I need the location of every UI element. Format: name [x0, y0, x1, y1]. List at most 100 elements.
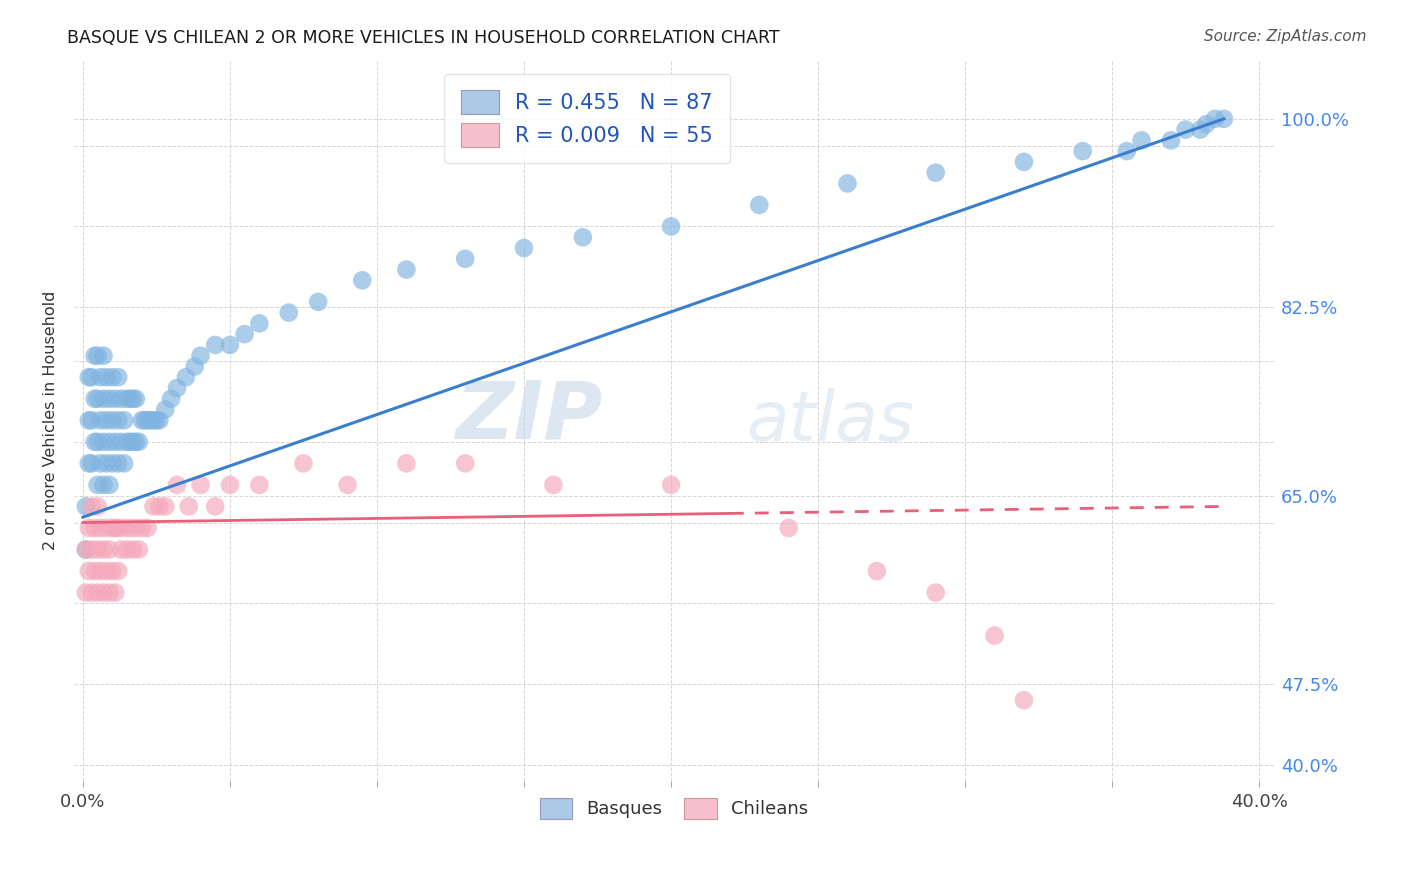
- Point: [90, 564, 112, 578]
- Point: [86, 349, 108, 363]
- Point: [112, 413, 135, 427]
- Point: [983, 629, 1005, 643]
- Point: [80, 500, 103, 514]
- Point: [77, 456, 100, 470]
- Point: [101, 456, 124, 470]
- Point: [83, 521, 105, 535]
- Point: [75, 585, 97, 599]
- Point: [86, 392, 108, 406]
- Point: [93, 434, 115, 449]
- Point: [80, 456, 103, 470]
- Point: [136, 413, 159, 427]
- Point: [233, 327, 256, 342]
- Legend: Basques, Chileans: Basques, Chileans: [533, 791, 815, 826]
- Point: [395, 262, 418, 277]
- Point: [93, 349, 115, 363]
- Point: [148, 413, 170, 427]
- Point: [307, 294, 329, 309]
- Point: [93, 478, 115, 492]
- Point: [925, 585, 948, 599]
- Point: [107, 456, 129, 470]
- Text: atlas: atlas: [747, 388, 914, 455]
- Point: [96, 413, 118, 427]
- Point: [352, 273, 374, 287]
- Point: [83, 392, 105, 406]
- Point: [118, 434, 141, 449]
- Point: [104, 392, 127, 406]
- Point: [204, 338, 226, 352]
- Point: [160, 392, 183, 406]
- Point: [1130, 133, 1153, 147]
- Point: [277, 305, 299, 319]
- Point: [190, 349, 212, 363]
- Point: [778, 521, 800, 535]
- Point: [75, 542, 97, 557]
- Point: [122, 434, 145, 449]
- Point: [166, 478, 188, 492]
- Point: [93, 585, 115, 599]
- Point: [104, 521, 127, 535]
- Point: [247, 317, 270, 331]
- Point: [1195, 117, 1218, 131]
- Point: [86, 585, 108, 599]
- Point: [145, 413, 167, 427]
- Point: [837, 177, 859, 191]
- Point: [1212, 112, 1234, 126]
- Point: [93, 542, 115, 557]
- Point: [110, 542, 132, 557]
- Point: [90, 413, 112, 427]
- Point: [454, 456, 477, 470]
- Point: [128, 542, 150, 557]
- Point: [1160, 133, 1182, 147]
- Point: [1174, 122, 1197, 136]
- Point: [174, 370, 197, 384]
- Point: [125, 434, 148, 449]
- Point: [1071, 144, 1094, 158]
- Point: [292, 456, 315, 470]
- Point: [86, 434, 108, 449]
- Point: [98, 585, 121, 599]
- Point: [86, 542, 108, 557]
- Point: [131, 413, 153, 427]
- Point: [80, 585, 103, 599]
- Point: [572, 230, 595, 244]
- Point: [110, 392, 132, 406]
- Point: [96, 370, 118, 384]
- Point: [101, 413, 124, 427]
- Point: [204, 500, 226, 514]
- Point: [115, 434, 138, 449]
- Point: [1189, 122, 1212, 136]
- Point: [336, 478, 359, 492]
- Point: [155, 402, 177, 417]
- Point: [122, 542, 145, 557]
- Point: [219, 478, 242, 492]
- Point: [101, 370, 124, 384]
- Point: [98, 434, 121, 449]
- Point: [96, 456, 118, 470]
- Point: [139, 413, 162, 427]
- Point: [659, 478, 682, 492]
- Point: [155, 500, 177, 514]
- Point: [86, 478, 108, 492]
- Point: [925, 166, 948, 180]
- Y-axis label: 2 or more Vehicles in Household: 2 or more Vehicles in Household: [44, 291, 58, 550]
- Point: [86, 500, 108, 514]
- Point: [107, 413, 129, 427]
- Point: [166, 381, 188, 395]
- Point: [75, 542, 97, 557]
- Point: [142, 413, 165, 427]
- Point: [125, 521, 148, 535]
- Point: [748, 198, 770, 212]
- Point: [112, 456, 135, 470]
- Point: [1012, 154, 1035, 169]
- Point: [513, 241, 536, 255]
- Point: [80, 413, 103, 427]
- Text: ZIP: ZIP: [454, 377, 602, 456]
- Point: [128, 434, 150, 449]
- Point: [98, 542, 121, 557]
- Point: [80, 370, 103, 384]
- Point: [77, 413, 100, 427]
- Point: [177, 500, 200, 514]
- Point: [1012, 693, 1035, 707]
- Point: [77, 564, 100, 578]
